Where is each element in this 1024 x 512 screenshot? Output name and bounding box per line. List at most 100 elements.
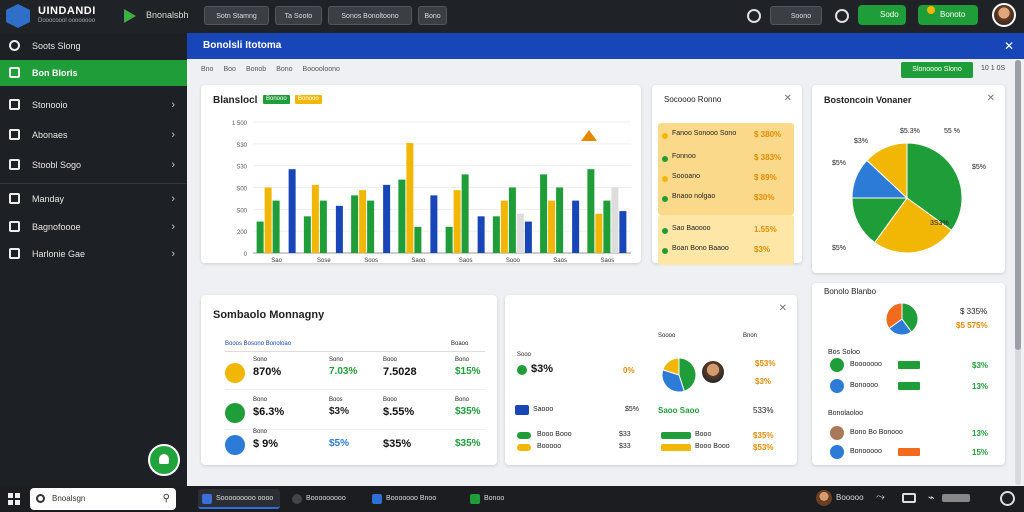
notification-dot-icon xyxy=(927,6,935,14)
bar xyxy=(524,221,532,253)
x-tick-label: Sose xyxy=(317,258,331,263)
sidebar-item-6[interactable]: Bagnofoooe › xyxy=(0,214,187,240)
status-dot-icon xyxy=(517,365,527,375)
crumb[interactable]: Boo xyxy=(223,66,236,73)
mid-value-1: $53% xyxy=(755,359,776,368)
power-icon[interactable] xyxy=(1000,491,1015,506)
floating-action-button[interactable] xyxy=(148,444,180,476)
main-panel: Bonolsli Itotoma ✕ Bno Boo Bonob Bono Bo… xyxy=(187,33,1024,486)
sidebar-item-5[interactable]: Manday › xyxy=(0,186,187,212)
col-value: $3% xyxy=(329,406,350,417)
col-label: Bono xyxy=(253,397,268,403)
col-value: $.55% xyxy=(383,406,415,418)
sidebar-item-0[interactable]: Soots Slong xyxy=(0,33,187,59)
scrollbar-thumb[interactable] xyxy=(1015,60,1021,350)
crumb[interactable]: Booooloono xyxy=(302,66,340,73)
share-icon[interactable]: ⤳ xyxy=(876,491,885,503)
top-tab-1[interactable]: Sotn Stamng xyxy=(204,6,269,25)
crumb[interactable]: Bonob xyxy=(245,66,267,73)
toggle-icon[interactable] xyxy=(517,432,531,439)
bar xyxy=(367,200,375,253)
bar xyxy=(540,174,548,253)
right-row-value: 13% xyxy=(972,382,989,391)
folder-icon xyxy=(9,159,20,170)
status-chip xyxy=(898,361,920,369)
action-button[interactable]: Slonoooo Slono xyxy=(901,62,973,78)
mid-list-title-2: Saoo Saoo xyxy=(658,406,700,415)
document-icon xyxy=(9,248,20,259)
right-row-value: $3% xyxy=(972,361,989,370)
taskbar-search-input[interactable]: Bnoalsgn ⚲ xyxy=(30,488,176,510)
taskbar-app-1[interactable]: Sooooooooo oooo xyxy=(198,489,280,509)
taskbar-user-avatar[interactable] xyxy=(816,490,832,506)
bar xyxy=(603,200,611,253)
right-row-label: Bonooooo xyxy=(850,448,882,455)
close-icon[interactable]: ✕ xyxy=(986,93,995,104)
wifi-icon[interactable]: ⌁ xyxy=(928,492,935,504)
crumb[interactable]: Bno xyxy=(201,66,214,73)
status-chip xyxy=(898,448,920,456)
close-icon[interactable]: ✕ xyxy=(778,303,787,314)
toggle-icon[interactable] xyxy=(517,444,531,451)
green-pill-label: Sodo xyxy=(880,10,899,19)
taskbar-app-4[interactable]: Bonoo xyxy=(466,489,510,509)
status-chip xyxy=(898,382,920,390)
sidebar-item-4[interactable]: Stoobl Sogo › xyxy=(0,152,187,178)
col-label: Boos xyxy=(329,397,343,403)
close-icon[interactable]: ✕ xyxy=(1003,39,1014,53)
sidebar-item-2[interactable]: Stonooio › xyxy=(0,92,187,118)
window-icon[interactable] xyxy=(902,493,916,503)
crumb[interactable]: Bono xyxy=(276,66,293,73)
taskbar-app-label: Bonoo xyxy=(484,495,505,502)
bar xyxy=(256,221,264,253)
taskbar: Bnoalsgn ⚲ Sooooooooo oooo Booooooooo Bo… xyxy=(0,486,1024,512)
mid-list-title: Saooo xyxy=(533,406,554,413)
mid-row-v3: $35% xyxy=(753,431,774,440)
mid-list-pct-2: 533% xyxy=(753,406,774,415)
green-pill-button[interactable]: Sodo xyxy=(858,5,906,25)
pie-slice xyxy=(873,197,953,254)
page-control[interactable]: 10 1 0S xyxy=(981,65,1006,72)
mid-left-value: $3% xyxy=(531,363,554,375)
sidebar-item-label: Abonaes xyxy=(32,130,68,140)
bar xyxy=(548,200,556,253)
col-value: 7.03% xyxy=(329,366,358,377)
home-icon xyxy=(9,67,20,78)
legend-chip-yellow: Bonooo xyxy=(295,95,322,104)
sidebar-divider xyxy=(0,183,187,184)
search-button[interactable]: Soono xyxy=(770,6,822,25)
middle-card: ✕ Sooo $3% 0% Soooo Bnon $53% $3% Saooo … xyxy=(505,295,797,465)
sidebar-item-3[interactable]: Abonaes › xyxy=(0,122,187,148)
bar xyxy=(556,187,564,253)
mid-row-label: Booooo xyxy=(537,443,562,450)
taskbar-app-3[interactable]: Booooooo Bnoo xyxy=(368,489,456,509)
bar xyxy=(303,216,311,253)
top-tab-3[interactable]: Sonos Bonoltoono xyxy=(328,6,412,25)
pie-slice xyxy=(906,142,963,232)
col-label: Sono xyxy=(253,357,268,363)
cube-logo-icon xyxy=(6,4,30,28)
col-label: Booo xyxy=(383,357,398,363)
top-tab-2[interactable]: Ta Sooto xyxy=(275,6,322,25)
user-avatar[interactable] xyxy=(992,3,1016,27)
status-dot-icon xyxy=(662,196,668,202)
row-icon xyxy=(830,379,844,393)
top-tab-4[interactable]: Bono xyxy=(418,6,447,25)
bar xyxy=(587,169,595,253)
mid-row-v2: Booo Booo xyxy=(695,443,730,450)
bar-chart-card: Blanslocl Bonooo Bonooo 1 500 S30 S30 S00 S0… xyxy=(201,85,641,263)
x-tick-label: Saos xyxy=(459,258,473,263)
close-icon[interactable]: ✕ xyxy=(783,93,792,104)
refresh-icon[interactable] xyxy=(747,9,761,23)
summary-card-title: Sombaolo Monnagny xyxy=(213,309,325,321)
info-icon[interactable] xyxy=(835,9,849,23)
start-grid-icon[interactable] xyxy=(8,493,20,505)
taskbar-app-2[interactable]: Booooooooo xyxy=(288,489,358,509)
sidebar-item-7[interactable]: Harlonie Gae › xyxy=(0,241,187,267)
sidebar-item-1[interactable]: Bon Bloris xyxy=(0,60,187,86)
col-value: $ 9% xyxy=(253,438,279,450)
x-tick-label: Sooo xyxy=(506,258,521,263)
brand-name: UINDANDI xyxy=(38,5,96,17)
right-row-value: 13% xyxy=(972,429,989,438)
sidebar-item-label: Bagnofoooe xyxy=(32,222,81,232)
